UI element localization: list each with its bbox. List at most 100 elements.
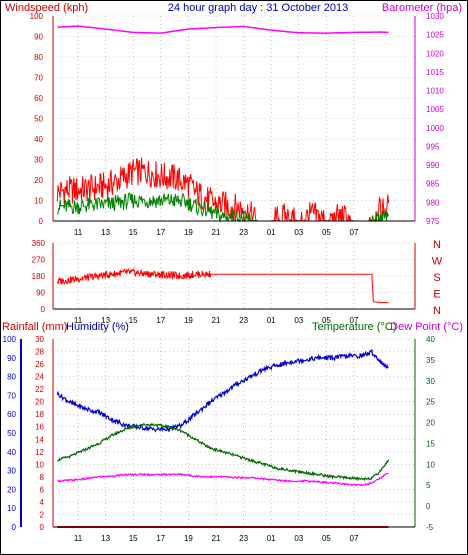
wind-x-tick-label: 21 <box>212 228 221 237</box>
rainfall-tick-label: 12 <box>35 448 44 457</box>
windspeed-tick-label: 100 <box>30 12 44 21</box>
barometer-axis-label: Barometer (hpa) <box>382 2 462 14</box>
compass-label: E <box>433 289 440 301</box>
temp-x-tick-label: 15 <box>129 534 138 543</box>
barometer-tick-label: 975 <box>426 217 440 226</box>
direction-x-tick-label: 07 <box>350 316 359 325</box>
rainfall-tick-label: 30 <box>35 335 44 344</box>
temperature-tick-label: 20 <box>426 419 435 428</box>
temperature-tick-label: 5 <box>426 481 431 490</box>
humidity-tick-label: 80 <box>7 373 16 382</box>
temperature-series-line <box>56 422 390 482</box>
windspeed-tick-label: 30 <box>34 156 43 165</box>
temp-x-tick-label: 21 <box>212 534 221 543</box>
temperature-tick-label: 40 <box>426 335 435 344</box>
humidity-tick-label: 70 <box>7 391 16 400</box>
humidity-axis-label: Humidity (%) <box>66 321 129 333</box>
compass-label: N <box>433 305 441 317</box>
direction-x-tick-label: 17 <box>156 316 165 325</box>
temperature-tick-label: 10 <box>426 460 435 469</box>
temperature-tick-label: 35 <box>426 356 435 365</box>
temp-x-tick-label: 03 <box>294 534 303 543</box>
barometer-tick-label: 1020 <box>426 49 444 58</box>
wind-x-tick-label: 13 <box>101 228 110 237</box>
temperature-tick-label: 15 <box>426 439 435 448</box>
wind-x-tick-label: 11 <box>74 228 83 237</box>
temperature-tick-label: 30 <box>426 377 435 386</box>
wind-x-tick-label: 03 <box>294 228 303 237</box>
direction-x-tick-label: 01 <box>267 316 276 325</box>
windspeed-tick-label: 60 <box>34 94 43 103</box>
wind-direction-series-line <box>56 267 389 304</box>
rainfall-axis-label: Rainfall (mm) <box>2 321 67 333</box>
rainfall-tick-label: 26 <box>35 360 44 369</box>
wind-x-tick-label: 17 <box>156 228 165 237</box>
temperature-tick-label: -5 <box>426 523 434 532</box>
humidity-tick-label: 10 <box>7 504 16 513</box>
temp-x-tick-label: 01 <box>267 534 276 543</box>
direction-x-tick-label: 11 <box>74 316 83 325</box>
temp-x-tick-label: 17 <box>156 534 165 543</box>
direction-x-tick-label: 23 <box>239 316 248 325</box>
temperature-axis-label: Temperature (°C) <box>312 321 396 333</box>
rainfall-tick-label: 18 <box>35 410 44 419</box>
wind-x-tick-label: 19 <box>184 228 193 237</box>
direction-tick-label: 90 <box>36 289 45 298</box>
direction-x-tick-label: 03 <box>294 316 303 325</box>
dewpoint-series-line <box>57 472 389 487</box>
barometer-tick-label: 1010 <box>426 87 444 96</box>
direction-tick-label: 180 <box>32 272 46 281</box>
windspeed-tick-label: 70 <box>34 74 43 83</box>
direction-x-tick-label: 21 <box>212 316 221 325</box>
temp-x-tick-label: 19 <box>184 534 193 543</box>
rainfall-tick-label: 24 <box>35 373 44 382</box>
direction-x-tick-label: 15 <box>129 316 138 325</box>
barometer-tick-label: 985 <box>426 180 440 189</box>
wind-x-tick-label: 23 <box>239 228 248 237</box>
temperature-tick-label: 0 <box>426 502 431 511</box>
chart-title: 24 hour graph day : 31 October 2013 <box>168 2 348 14</box>
barometer-tick-label: 1000 <box>426 124 444 133</box>
windspeed-axis-label: Windspeed (kph) <box>5 2 88 14</box>
rainfall-tick-label: 8 <box>40 473 45 482</box>
gust-series-line <box>56 157 389 223</box>
windspeed-tick-label: 90 <box>34 33 43 42</box>
rainfall-tick-label: 16 <box>35 423 44 432</box>
barometer-tick-label: 1025 <box>426 31 444 40</box>
humidity-tick-label: 20 <box>7 485 16 494</box>
temp-x-tick-label: 23 <box>239 534 248 543</box>
barometer-tick-label: 980 <box>426 198 440 207</box>
humidity-tick-label: 60 <box>7 410 16 419</box>
rainfall-tick-label: 28 <box>35 348 44 357</box>
wind-x-tick-label: 07 <box>350 228 359 237</box>
barometer-tick-label: 1015 <box>426 68 444 77</box>
humidity-tick-label: 90 <box>7 354 16 363</box>
humidity-tick-label: 30 <box>7 467 16 476</box>
windspeed-tick-label: 50 <box>34 115 43 124</box>
direction-x-tick-label: 19 <box>184 316 193 325</box>
wind-x-tick-label: 05 <box>322 228 331 237</box>
windspeed-tick-label: 80 <box>34 53 43 62</box>
rainfall-tick-label: 4 <box>40 498 45 507</box>
windspeed-tick-label: 10 <box>34 197 43 206</box>
barometer-tick-label: 990 <box>426 161 440 170</box>
humidity-tick-label: 40 <box>7 448 16 457</box>
rainfall-tick-label: 10 <box>35 460 44 469</box>
temp-x-tick-label: 11 <box>74 534 83 543</box>
wind-x-tick-label: 01 <box>267 228 276 237</box>
temp-x-tick-label: 07 <box>350 534 359 543</box>
rainfall-tick-label: 14 <box>35 435 44 444</box>
rainfall-tick-label: 2 <box>40 510 45 519</box>
compass-label: W <box>432 256 443 268</box>
dewpoint-axis-label: Dew Point (°C) <box>390 321 463 333</box>
barometer-tick-label: 1030 <box>426 12 444 21</box>
barometer-tick-label: 1005 <box>426 105 444 114</box>
rainfall-tick-label: 20 <box>35 398 44 407</box>
rainfall-tick-label: 0 <box>40 523 45 532</box>
barometer-tick-label: 995 <box>426 142 440 151</box>
temp-x-tick-label: 13 <box>101 534 110 543</box>
compass-label: S <box>433 272 440 284</box>
humidity-tick-label: 0 <box>12 523 17 532</box>
windspeed-tick-label: 20 <box>34 176 43 185</box>
